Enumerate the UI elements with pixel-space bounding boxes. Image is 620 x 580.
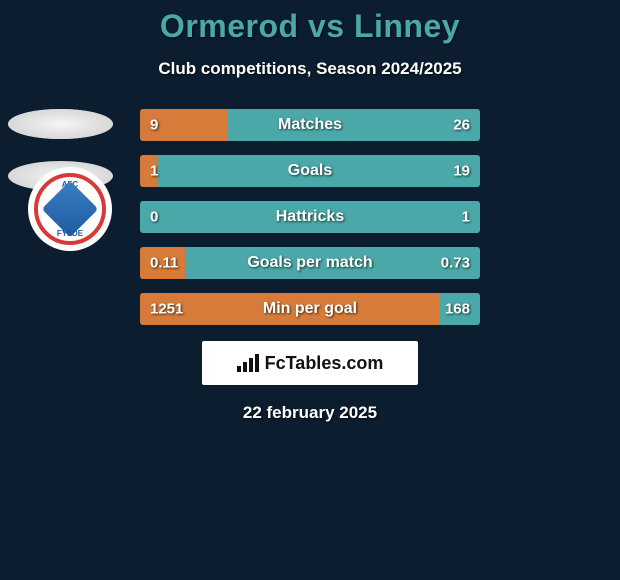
stat-bar-bg xyxy=(140,201,480,233)
stat-bar-left xyxy=(140,109,227,141)
player-right-ellipse-1 xyxy=(8,109,113,139)
stat-bar-right xyxy=(185,247,480,279)
stat-bar-left xyxy=(140,155,157,187)
stat-bar-left xyxy=(140,293,440,325)
stat-bar-bg xyxy=(140,155,480,187)
stat-row: Goals119 xyxy=(140,155,480,187)
comparison-card: Ormerod vs Linney Club competitions, Sea… xyxy=(0,0,620,423)
stat-bars: Matches926 Goals119 Hattricks01 Goals per m… xyxy=(140,109,480,339)
bar-chart-icon xyxy=(237,354,259,372)
stat-bar-bg xyxy=(140,293,480,325)
stat-bar-right xyxy=(440,293,480,325)
club-badge-text-bottom: FYLDE xyxy=(57,229,83,238)
club-badge-inner: AFC FYLDE xyxy=(34,173,106,245)
comparison-area: AFC FYLDE Matches926 Goals119 Hattricks01 G… xyxy=(0,109,620,329)
stat-row: Matches926 xyxy=(140,109,480,141)
stat-bar-bg xyxy=(140,109,480,141)
subtitle: Club competitions, Season 2024/2025 xyxy=(0,59,620,79)
brand-footer[interactable]: FcTables.com xyxy=(202,341,418,385)
stat-row: Min per goal1251168 xyxy=(140,293,480,325)
club-badge: AFC FYLDE xyxy=(28,167,112,251)
stat-row: Goals per match0.110.73 xyxy=(140,247,480,279)
brand-name: FcTables.com xyxy=(265,353,384,374)
date-label: 22 february 2025 xyxy=(0,403,620,423)
stat-bar-right xyxy=(227,109,480,141)
stat-row: Hattricks01 xyxy=(140,201,480,233)
stat-bar-left xyxy=(140,247,185,279)
page-title: Ormerod vs Linney xyxy=(0,8,620,45)
stat-bar-right xyxy=(140,201,480,233)
stat-bar-bg xyxy=(140,247,480,279)
stat-bar-right xyxy=(157,155,480,187)
